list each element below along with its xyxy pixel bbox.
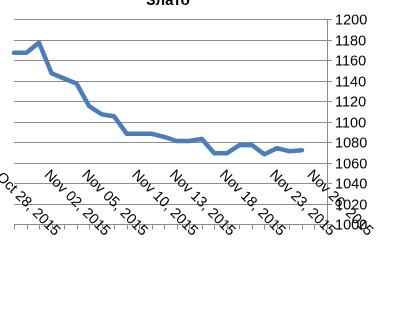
y-tick-label: 1200 <box>335 13 367 29</box>
series-layer <box>11 40 305 157</box>
y-tick-label: 1040 <box>335 177 367 193</box>
y-tick-label: 1060 <box>335 157 367 173</box>
y-tick-label: 1100 <box>335 116 366 132</box>
y-tick-label: 1140 <box>335 75 366 91</box>
y-tick-label: 1120 <box>335 95 366 111</box>
y-tick-label: 1080 <box>335 136 367 152</box>
y-tick-label: 1180 <box>335 34 366 50</box>
y-axis-ticks: 1000 1020 1040 1060 1080 1100 1120 1140 1160 1180… <box>327 13 367 234</box>
chart-title: Злато <box>146 0 190 9</box>
y-tick-label: 1020 <box>335 198 367 214</box>
x-axis <box>14 19 328 225</box>
series-line <box>11 40 305 157</box>
y-tick-label: 1000 <box>335 218 367 234</box>
y-tick-label: 1160 <box>335 54 366 70</box>
